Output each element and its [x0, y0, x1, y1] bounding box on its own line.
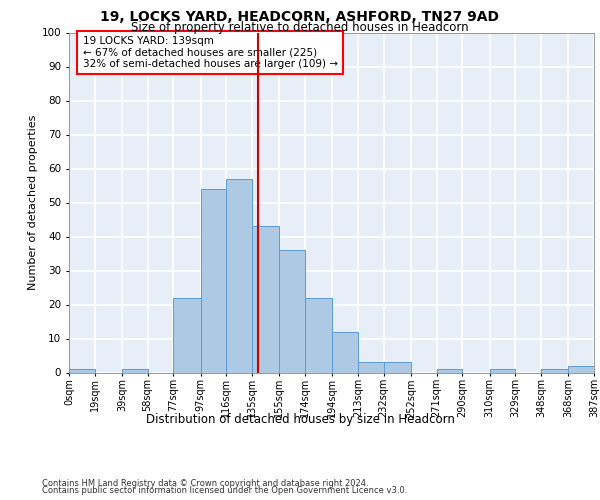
- Bar: [541, 369, 568, 372]
- Bar: [252, 226, 279, 372]
- Text: 19 LOCKS YARD: 139sqm
← 67% of detached houses are smaller (225)
32% of semi-det: 19 LOCKS YARD: 139sqm ← 67% of detached …: [83, 36, 338, 69]
- Bar: [384, 362, 411, 372]
- Bar: [332, 332, 358, 372]
- Bar: [226, 178, 252, 372]
- Bar: [568, 366, 594, 372]
- Bar: [358, 362, 384, 372]
- Bar: [437, 369, 463, 372]
- Bar: [69, 369, 95, 372]
- Y-axis label: Number of detached properties: Number of detached properties: [28, 115, 38, 290]
- Bar: [122, 369, 148, 372]
- Bar: [279, 250, 305, 372]
- Text: 19, LOCKS YARD, HEADCORN, ASHFORD, TN27 9AD: 19, LOCKS YARD, HEADCORN, ASHFORD, TN27 …: [101, 10, 499, 24]
- Bar: [305, 298, 332, 372]
- Text: Distribution of detached houses by size in Headcorn: Distribution of detached houses by size …: [146, 412, 454, 426]
- Bar: [173, 298, 200, 372]
- Bar: [200, 189, 226, 372]
- Text: Size of property relative to detached houses in Headcorn: Size of property relative to detached ho…: [131, 21, 469, 34]
- Text: Contains public sector information licensed under the Open Government Licence v3: Contains public sector information licen…: [42, 486, 407, 495]
- Bar: [490, 369, 515, 372]
- Text: Contains HM Land Registry data © Crown copyright and database right 2024.: Contains HM Land Registry data © Crown c…: [42, 478, 368, 488]
